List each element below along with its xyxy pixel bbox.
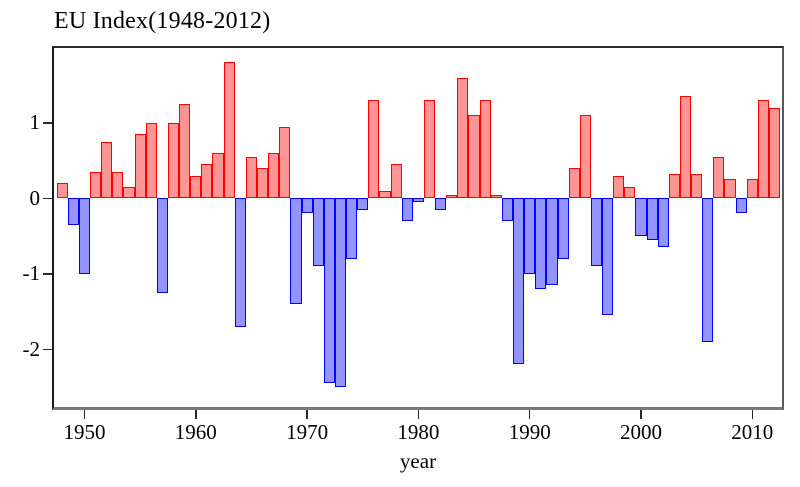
x-axis-title: year [399, 449, 437, 473]
bar-1960 [190, 175, 202, 199]
bar-1949 [67, 198, 79, 225]
bar-1988 [501, 198, 513, 221]
bar-1953 [112, 171, 124, 199]
bar-1998 [613, 175, 625, 199]
bar-1965 [245, 156, 257, 199]
x-tick-1990 [528, 410, 531, 419]
bar-1952 [101, 141, 113, 199]
bar-1980 [412, 198, 424, 203]
x-tick-1980 [417, 410, 420, 419]
x-tick-label-2000: 2000 [620, 420, 662, 444]
bar-1984 [457, 77, 469, 199]
bar-1999 [624, 186, 636, 199]
x-tick-1960 [195, 410, 197, 419]
y-tick-label--2: -2 [22, 336, 41, 361]
x-tick-label-1970: 1970 [286, 420, 329, 444]
bar-1995 [579, 115, 591, 199]
bar-2004 [679, 96, 692, 199]
bar-1961 [201, 164, 213, 199]
bar-2012 [768, 107, 781, 199]
bar-2001 [646, 198, 658, 240]
bar-2007 [713, 156, 725, 199]
bar-1969 [290, 198, 302, 304]
bar-1976 [368, 100, 380, 199]
bar-1967 [268, 153, 280, 199]
bar-1987 [490, 194, 502, 199]
bar-1978 [390, 164, 402, 199]
chart-title: EU Index(1948-2012) [54, 8, 271, 34]
bar-1985 [468, 115, 480, 199]
bar-1975 [357, 198, 369, 210]
bar-2002 [657, 198, 669, 248]
bar-1957 [156, 198, 168, 293]
bar-2003 [668, 174, 680, 199]
bar-1994 [568, 168, 580, 199]
bar-1966 [257, 168, 269, 199]
y-tick--2 [43, 348, 52, 351]
bar-2010 [746, 179, 758, 199]
bar-2005 [691, 174, 703, 199]
bar-1993 [557, 198, 569, 259]
bar-1968 [279, 126, 291, 199]
bar-1973 [334, 198, 347, 388]
bar-1959 [179, 103, 191, 199]
bar-1990 [524, 198, 536, 274]
bar-1997 [602, 198, 614, 316]
y-tick--1 [43, 273, 52, 275]
bar-1989 [513, 198, 525, 365]
bar-1981 [423, 100, 436, 199]
x-tick-label-1950: 1950 [63, 420, 106, 444]
y-tick-label--1: -1 [22, 261, 41, 286]
bar-1948 [56, 183, 68, 199]
bar-1958 [167, 122, 180, 199]
bar-1970 [301, 198, 313, 214]
bar-1964 [234, 198, 246, 327]
bar-1962 [212, 153, 224, 199]
bar-2011 [757, 100, 769, 199]
bar-2000 [635, 198, 647, 237]
y-tick-1 [43, 122, 52, 124]
bar-1955 [134, 134, 146, 199]
y-tick-0 [43, 197, 52, 200]
bar-2006 [702, 198, 714, 342]
y-tick-label-0: 0 [29, 185, 41, 210]
bar-1982 [435, 198, 447, 210]
bar-1951 [90, 171, 102, 199]
x-tick-1950 [83, 410, 86, 419]
bar-1977 [379, 190, 391, 199]
bar-1996 [590, 198, 603, 267]
x-tick-label-2010: 2010 [731, 420, 774, 444]
y-tick-label-1: 1 [29, 110, 41, 135]
bar-1974 [346, 198, 358, 259]
bar-1954 [123, 186, 135, 199]
x-tick-label-1980: 1980 [397, 420, 440, 444]
bar-1972 [323, 198, 335, 384]
x-tick-label-1960: 1960 [174, 420, 217, 444]
bar-1963 [223, 62, 235, 199]
bar-1991 [535, 198, 547, 289]
bar-1979 [401, 198, 413, 221]
x-tick-1970 [306, 410, 308, 419]
bar-1986 [479, 100, 491, 199]
bar-2008 [724, 179, 736, 199]
bar-1992 [546, 198, 558, 286]
x-tick-2000 [640, 410, 642, 419]
bar-2009 [735, 198, 747, 214]
bar-1950 [78, 198, 91, 274]
x-tick-label-1990: 1990 [508, 420, 551, 444]
bar-1971 [312, 198, 324, 267]
bar-1956 [145, 122, 157, 199]
bar-1983 [446, 194, 458, 199]
x-tick-2010 [751, 410, 754, 419]
